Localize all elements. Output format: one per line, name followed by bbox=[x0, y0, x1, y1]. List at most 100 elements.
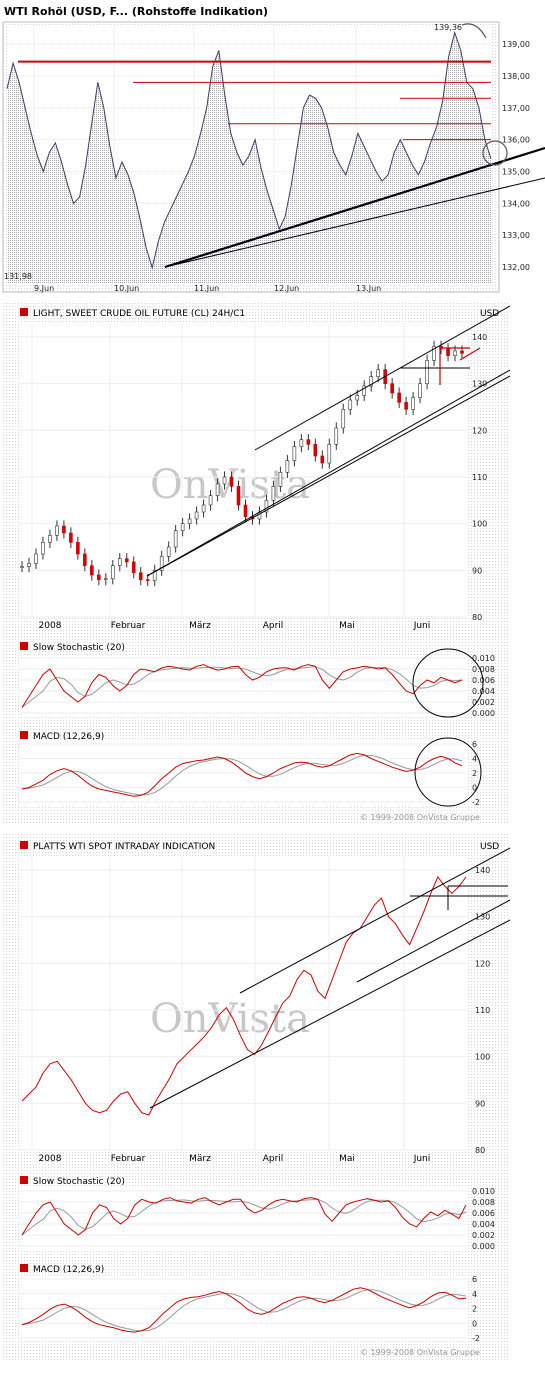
panel3-watermark: OnVista bbox=[150, 996, 310, 1042]
panel3-x-tick-label: April bbox=[263, 1154, 284, 1164]
panel3-unit: USD bbox=[480, 842, 499, 852]
panel2-candle bbox=[334, 427, 339, 445]
panel2-candle bbox=[229, 476, 234, 487]
panel2-candle bbox=[397, 392, 401, 403]
panel2-stoch-circle-annotation bbox=[412, 648, 484, 718]
panel2-candle bbox=[222, 476, 227, 485]
panel3-macd-y-tick-label: 0 bbox=[472, 1319, 477, 1328]
panel2-stoch-y-ticks: 0.010 0.008 0.006 0.004 0.002 0.000 bbox=[472, 654, 495, 718]
panel3-x-tick-label: Juni bbox=[413, 1154, 431, 1164]
panel3-y-tick-label: 80 bbox=[475, 1146, 485, 1155]
chart1-x-tick-label: 10.Jun bbox=[114, 284, 139, 293]
panel3-stoch-y-tick-label: 0.002 bbox=[472, 1231, 495, 1240]
panel2-macd-y-tick-label: 2 bbox=[472, 769, 477, 778]
panel3-stoch-title: Slow Stochastic (20) bbox=[33, 1177, 125, 1187]
panel3-x-tick-label: Februar bbox=[111, 1154, 146, 1164]
panel3-copyright: © 1999-2008 OnVista Gruppe bbox=[360, 1348, 480, 1357]
panel3-x-tick-label: 2008 bbox=[39, 1154, 62, 1164]
panel3-stoch-y-tick-label: 0.008 bbox=[472, 1198, 495, 1207]
panel2-y-tick-label: 80 bbox=[472, 613, 482, 622]
panel2-candle bbox=[76, 542, 80, 555]
panel2-macd-y-ticks: 6 4 2 0 -2 bbox=[472, 740, 480, 807]
panel3-main-plot bbox=[19, 856, 467, 1150]
panel2-candle bbox=[194, 511, 199, 520]
chart1-y-ticks: 132,00 133,00 134,00 135,00 136,00 137,00 138,… bbox=[502, 40, 530, 272]
panel3-stoch-plot bbox=[19, 1188, 467, 1250]
panel2-candle bbox=[152, 570, 157, 581]
panel2-candle bbox=[355, 395, 360, 401]
panel3-macd-y-tick-label: -2 bbox=[472, 1334, 480, 1343]
panel-futures: LIGHT, SWEET CRUDE OIL FUTURE (CL) 24H/C… bbox=[3, 301, 511, 824]
panel2-candle bbox=[145, 579, 150, 581]
panel3-y-ticks: 80 90 100 110 120 130 140 bbox=[475, 866, 490, 1155]
panel2-y-tick-label: 110 bbox=[472, 473, 487, 482]
panel2-candle bbox=[446, 348, 450, 356]
panel2-candle bbox=[362, 385, 367, 396]
panel3-macd-grid bbox=[19, 1278, 467, 1339]
chart1-price-line bbox=[6, 30, 492, 270]
panel3-y-tick-label: 120 bbox=[475, 959, 490, 968]
panel2-candle bbox=[27, 563, 31, 567]
panel2-x-tick-label: Mai bbox=[339, 621, 355, 631]
panel3-macd-signal-line bbox=[21, 1289, 467, 1332]
panel3-legend-swatch bbox=[20, 841, 28, 849]
panel2-candle bbox=[278, 472, 283, 487]
chart1-resistance-lines bbox=[18, 60, 491, 141]
panel2-x-tick-label: März bbox=[189, 621, 211, 631]
panel2-candle bbox=[425, 360, 429, 384]
panel2-candle bbox=[187, 518, 192, 524]
panel2-candle bbox=[138, 572, 143, 580]
panel2-candle bbox=[48, 535, 52, 543]
panel2-title: LIGHT, SWEET CRUDE OIL FUTURE (CL) 24H/C… bbox=[33, 309, 245, 319]
panel3-macd-y-tick-label: 6 bbox=[472, 1275, 477, 1284]
panel2-candle bbox=[117, 558, 122, 566]
panel2-candle bbox=[306, 439, 311, 445]
chart1-y-tick-label: 136,00 bbox=[502, 136, 530, 145]
panel2-candle bbox=[166, 546, 171, 557]
panel3-channel-lines bbox=[149, 847, 511, 1109]
panel2-candles bbox=[20, 340, 464, 587]
panel2-candle bbox=[215, 483, 220, 496]
panel2-candle bbox=[299, 439, 304, 447]
chart1-arc-annotation bbox=[461, 23, 487, 39]
panel2-channel-lines bbox=[146, 305, 511, 577]
panel2-candle bbox=[243, 504, 248, 517]
chart1-low-label: 131,98 bbox=[4, 272, 32, 281]
panel2-candle bbox=[369, 376, 374, 387]
panel2-candle bbox=[236, 486, 241, 506]
panel2-macd-y-tick-label: 4 bbox=[472, 755, 477, 764]
panel2-legend-swatch bbox=[20, 308, 28, 316]
panel2-y-tick-label: 140 bbox=[472, 333, 487, 342]
panel2-macd-legend-swatch bbox=[20, 731, 28, 739]
panel2-candle bbox=[97, 574, 101, 580]
panel2-candle bbox=[348, 399, 353, 410]
panel2-candle bbox=[404, 402, 408, 410]
panel3-x-ticks: 2008 Februar März April Mai Juni bbox=[39, 1154, 431, 1164]
panel3-macd-title: MACD (12,26,9) bbox=[33, 1265, 104, 1275]
panel3-x-tick-label: Mai bbox=[339, 1154, 355, 1164]
chart-wti-intraday: WTI Rohöl (USD, F... (Rohstoffe Indikati… bbox=[2, 5, 545, 293]
panel2-unit: USD bbox=[480, 309, 499, 319]
panel2-candle bbox=[453, 350, 457, 356]
panel3-stoch-line bbox=[21, 1197, 467, 1236]
panel2-candle bbox=[41, 542, 45, 555]
panel2-stoch-line bbox=[21, 664, 463, 708]
chart1-circle-annotation bbox=[482, 140, 508, 166]
chart1-high-label: 139,36 bbox=[434, 23, 462, 32]
panel2-y-tick-label: 90 bbox=[472, 566, 482, 575]
panel2-candle bbox=[90, 565, 94, 576]
panel2-candle bbox=[341, 409, 346, 429]
panel3-macd-y-tick-label: 2 bbox=[472, 1305, 477, 1314]
panel2-candle bbox=[285, 460, 290, 473]
chart1-lower-trendline bbox=[164, 177, 545, 268]
panel3-title: PLATTS WTI SPOT INTRADAY INDICATION bbox=[33, 842, 215, 852]
panel3-x-tick-label: März bbox=[189, 1154, 211, 1164]
panel2-candle bbox=[55, 525, 59, 536]
panel3-stoch-legend-swatch bbox=[20, 1176, 28, 1184]
chart1-y-tick-label: 138,00 bbox=[502, 72, 530, 81]
panel2-candle bbox=[208, 495, 213, 506]
chart1-x-tick-label: 9.Jun bbox=[34, 284, 54, 293]
panel2-grid bbox=[19, 323, 467, 618]
panel2-macd-y-tick-label: 0 bbox=[472, 784, 477, 793]
